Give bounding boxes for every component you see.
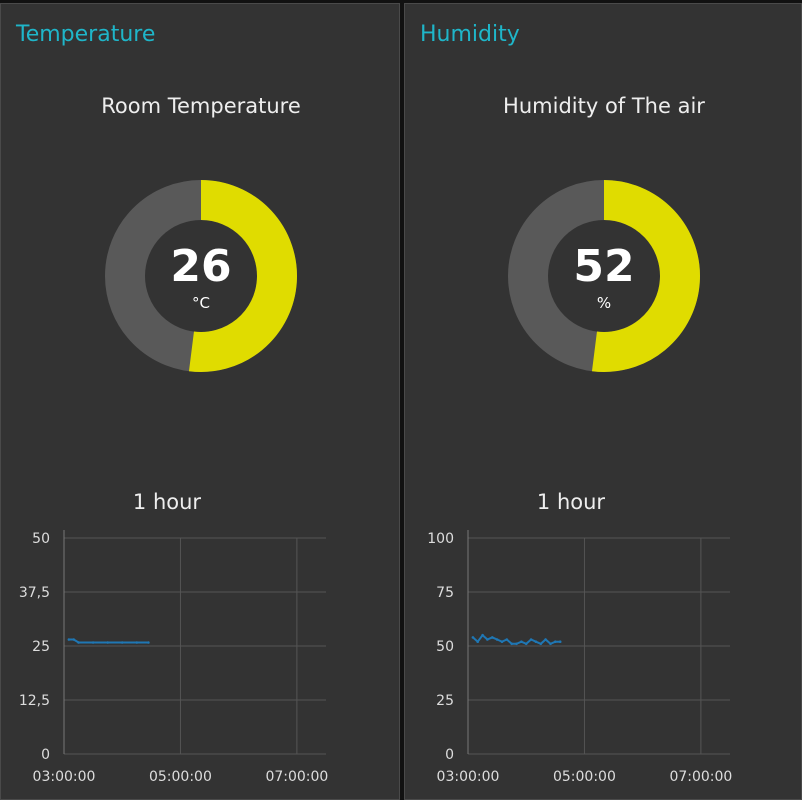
data-point bbox=[476, 640, 479, 643]
humidity-donut-gauge bbox=[508, 180, 700, 372]
data-point bbox=[558, 640, 562, 643]
data-point bbox=[549, 642, 552, 646]
x-tick-label: 05:00:00 bbox=[149, 769, 212, 785]
data-point bbox=[544, 638, 547, 641]
gauge-value: 26 bbox=[170, 241, 232, 292]
y-tick-label: 75 bbox=[436, 585, 454, 601]
y-tick-label: 25 bbox=[436, 693, 454, 709]
data-point bbox=[524, 642, 528, 646]
humidity-group: Humidity Humidity of The air 52 % 1 hour… bbox=[404, 3, 802, 800]
temperature-donut-gauge bbox=[105, 180, 297, 372]
y-tick-label: 12,5 bbox=[19, 693, 50, 709]
x-tick-label: 03:00:00 bbox=[33, 769, 96, 785]
gauge-title: Humidity of The air bbox=[503, 94, 705, 118]
chart-title: 1 hour bbox=[132, 490, 202, 514]
data-point bbox=[481, 633, 484, 637]
chart-title: 1 hour bbox=[536, 490, 606, 514]
x-tick-label: 07:00:00 bbox=[265, 769, 328, 785]
data-point bbox=[515, 642, 518, 646]
data-point bbox=[147, 641, 150, 644]
data-point bbox=[539, 642, 543, 646]
data-point bbox=[505, 638, 509, 641]
humidity-line-chart: 0 25 50 75 100 03:00:00 05:00:00 07:00:00 bbox=[427, 530, 732, 785]
y-tick-label: 50 bbox=[436, 639, 454, 655]
data-point bbox=[520, 640, 523, 643]
data-point bbox=[495, 638, 499, 641]
gauge-title: Room Temperature bbox=[101, 94, 301, 118]
group-title-temperature: Temperature bbox=[16, 22, 156, 47]
data-point bbox=[91, 641, 95, 644]
data-point bbox=[77, 641, 80, 644]
data-point bbox=[491, 636, 494, 639]
gauge-value: 52 bbox=[573, 241, 635, 292]
y-tick-label: 100 bbox=[427, 531, 454, 547]
data-point bbox=[106, 641, 109, 644]
gauge-fill-arc bbox=[188, 180, 297, 372]
data-point bbox=[67, 638, 71, 641]
data-point bbox=[510, 642, 513, 646]
data-point bbox=[554, 640, 557, 643]
data-point bbox=[500, 640, 504, 643]
y-tick-label: 0 bbox=[41, 747, 50, 763]
gauge-unit: % bbox=[596, 294, 612, 312]
group-title-humidity: Humidity bbox=[420, 22, 520, 47]
y-tick-label: 50 bbox=[32, 531, 50, 547]
y-tick-label: 37,5 bbox=[19, 585, 50, 601]
x-tick-label: 03:00:00 bbox=[437, 769, 500, 785]
data-point bbox=[72, 638, 75, 641]
x-tick-label: 05:00:00 bbox=[553, 769, 616, 785]
gauge-fill-arc bbox=[591, 180, 700, 372]
temperature-group: Temperature Room Temperature 26 °C 1 hou… bbox=[0, 3, 400, 800]
data-point bbox=[529, 638, 533, 641]
data-point bbox=[135, 641, 139, 644]
data-point bbox=[534, 640, 538, 643]
data-point bbox=[471, 636, 475, 639]
data-point bbox=[486, 638, 489, 641]
y-tick-label: 0 bbox=[445, 747, 454, 763]
temperature-line-chart: 0 12,5 25 37,5 50 03:00:00 05:00:00 07:00:00 bbox=[19, 530, 328, 785]
y-tick-label: 25 bbox=[32, 639, 50, 655]
gauge-unit: °C bbox=[192, 294, 210, 312]
x-tick-label: 07:00:00 bbox=[669, 769, 732, 785]
data-point bbox=[120, 641, 124, 644]
